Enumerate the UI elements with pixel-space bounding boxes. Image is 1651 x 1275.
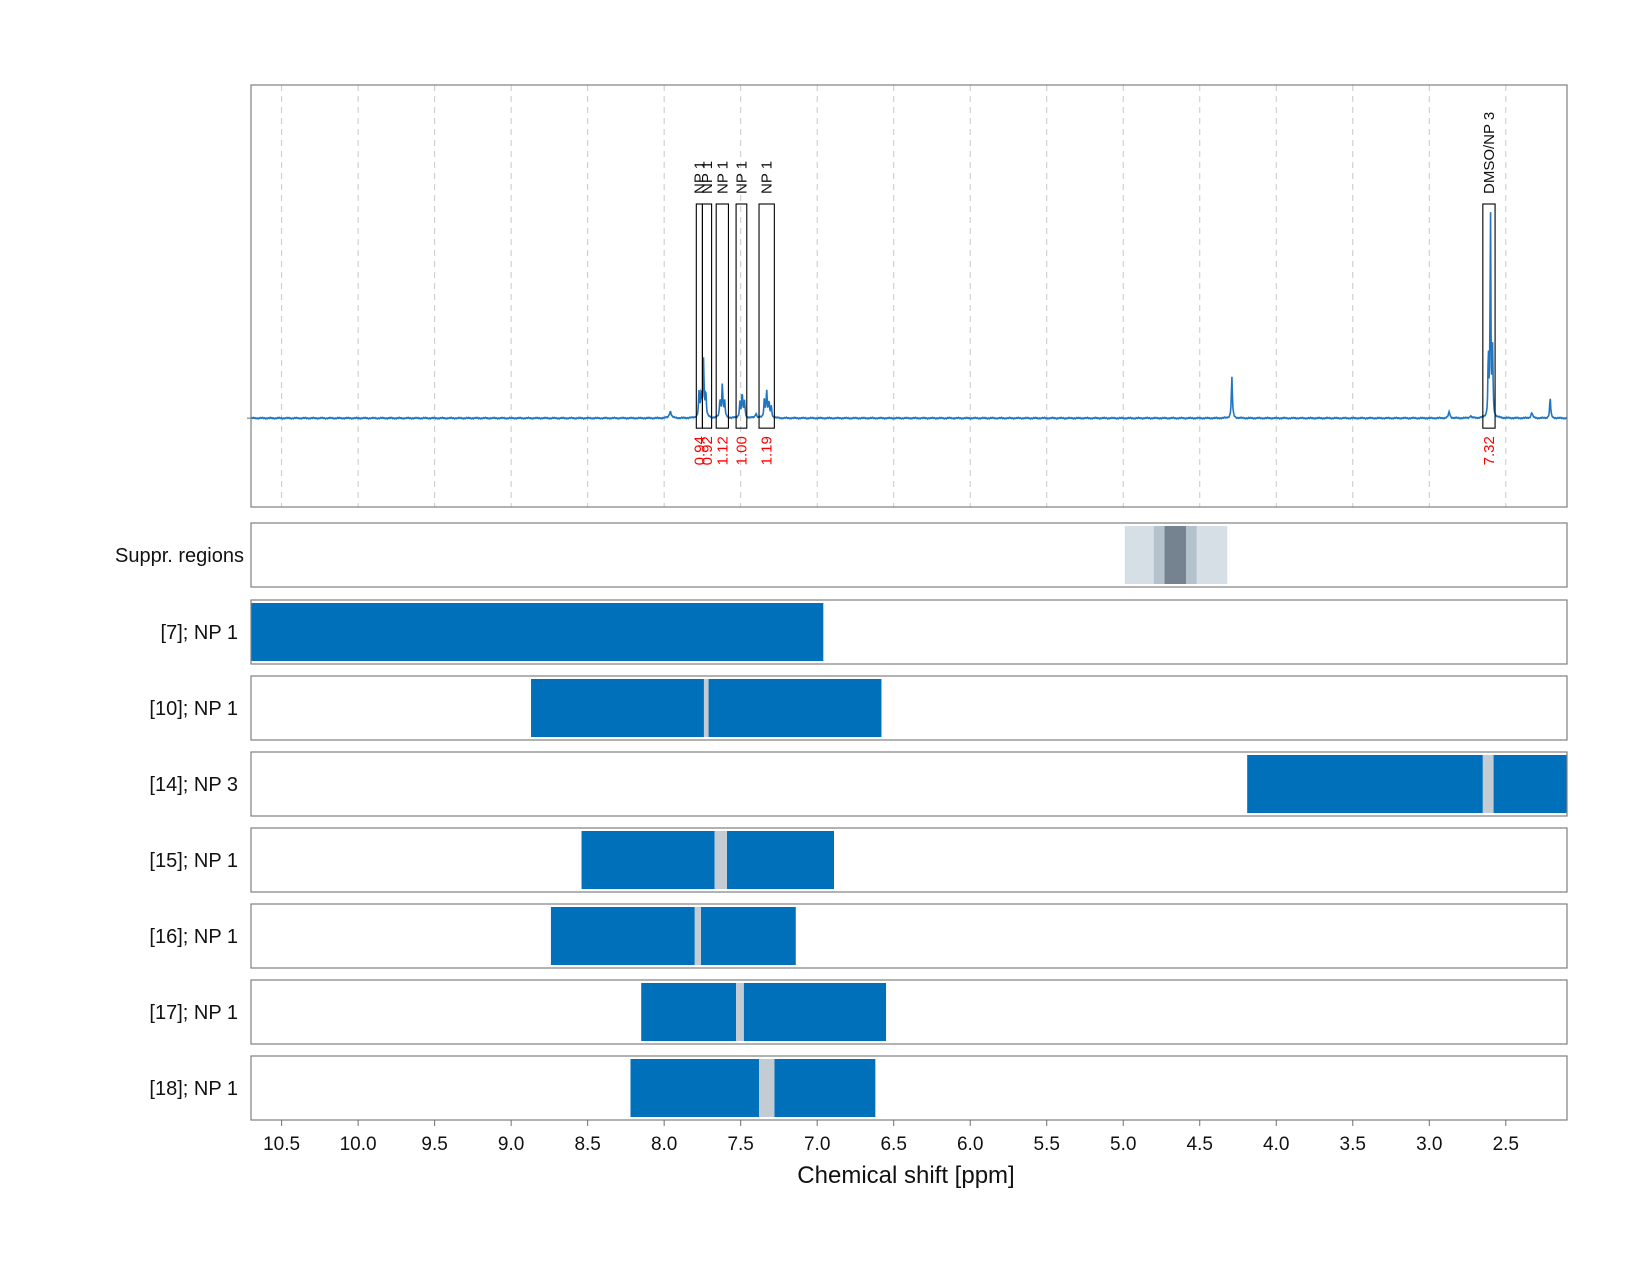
integration-box	[701, 203, 713, 429]
row-label: [16]; NP 1	[149, 926, 238, 948]
suppression-frame	[250, 522, 1568, 588]
peak-label: NP 1	[733, 161, 750, 194]
row-bar	[700, 907, 796, 965]
row-frame	[250, 979, 1568, 1045]
grid-layer	[281, 85, 1507, 507]
x-tick-label: 5.0	[1110, 1134, 1136, 1155]
x-tick-label: 7.0	[804, 1134, 830, 1155]
row-panel: [16]; NP 1	[149, 903, 1568, 969]
integral-value: 1.00	[733, 436, 750, 465]
row-label: [15]; NP 1	[149, 850, 238, 872]
integral-value: 1.19	[759, 436, 776, 465]
x-tick-label: 3.0	[1416, 1134, 1442, 1155]
row-frame	[250, 751, 1568, 817]
row-panel: [14]; NP 3	[149, 751, 1568, 817]
row-bar	[1493, 755, 1567, 813]
peak-annotation: NP 1 1.00	[733, 161, 750, 465]
x-tick-label: 6.0	[957, 1134, 983, 1155]
row-frame	[250, 903, 1568, 969]
x-axis-title: Chemical shift [ppm]	[797, 1162, 1014, 1189]
x-tick-label: 8.0	[651, 1134, 677, 1155]
row-bar	[726, 831, 835, 889]
row-frame	[250, 675, 1568, 741]
row-bar	[581, 831, 715, 889]
x-tick-label: 10.0	[340, 1134, 377, 1155]
peak-annotation: NP 1 1.19	[758, 161, 776, 465]
integration-box	[715, 203, 729, 429]
row-panel: [7]; NP 1	[161, 599, 1568, 665]
peak-label: NP 1	[699, 161, 716, 194]
x-axis: 10.5 10.0 9.5 9.0 8.5 8.0 7.5 7.0 6.5 6.0 5.5 5.0 4.…	[263, 1120, 1519, 1155]
row-gap	[714, 831, 727, 889]
peak-annotation: NP 1 1.12	[714, 161, 731, 465]
spectrum-panel: NP 1 0.94 NP 1 0.92 NP 1 1.12 NP 1 1.00 NP 1 1.19…	[247, 84, 1568, 508]
row-bar	[550, 907, 695, 965]
suppression-label: Suppr. regions	[115, 545, 244, 567]
row-label: [14]; NP 3	[149, 774, 238, 796]
row-label: [18]; NP 1	[149, 1078, 238, 1100]
row-label: [7]; NP 1	[161, 622, 238, 644]
x-tick-label: 2.5	[1493, 1134, 1519, 1155]
peak-label: NP 1	[759, 161, 776, 194]
peak-label: DMSO/NP 3	[1481, 112, 1498, 194]
x-tick-label: 9.0	[498, 1134, 524, 1155]
peak-label: NP 1	[714, 161, 731, 194]
row-gap	[1482, 755, 1494, 813]
integration-box	[758, 203, 775, 429]
peak-annotation: NP 1 0.92	[699, 161, 716, 465]
row-bar	[641, 983, 737, 1041]
x-tick-label: 7.5	[727, 1134, 753, 1155]
peak-annotation: NP 1 0.94	[691, 161, 708, 465]
row-gap	[703, 679, 709, 737]
row-panels: [7]; NP 1 [10]; NP 1 [14]; NP 3 [15]; NP 1 […	[149, 599, 1568, 1121]
spectrum-trace	[250, 212, 1568, 421]
row-bar	[708, 679, 882, 737]
x-tick-label: 9.5	[421, 1134, 447, 1155]
peak-label: NP 1	[691, 161, 708, 194]
row-label: [10]; NP 1	[149, 698, 238, 720]
suppression-panel: Suppr. regions	[115, 522, 1568, 588]
row-frame	[250, 827, 1568, 893]
integral-value: 1.12	[714, 436, 731, 465]
row-frame	[250, 1055, 1568, 1121]
integral-value: 7.32	[1481, 436, 1498, 465]
row-gap	[736, 983, 744, 1041]
row-bar	[531, 679, 704, 737]
row-bar	[1247, 755, 1483, 813]
spectrum-grid	[281, 85, 1507, 507]
integration-box	[1482, 203, 1496, 429]
row-bar	[251, 603, 824, 661]
integral-value: 0.94	[691, 436, 708, 465]
x-tick-label: 5.5	[1034, 1134, 1060, 1155]
integral-value: 0.92	[699, 436, 716, 465]
x-tick-label: 6.5	[880, 1134, 906, 1155]
integration-box	[735, 203, 748, 429]
x-tick-label: 8.5	[574, 1134, 600, 1155]
row-label: [17]; NP 1	[149, 1002, 238, 1024]
row-bar	[774, 1059, 876, 1117]
x-tick-label: 3.5	[1340, 1134, 1366, 1155]
row-bar	[630, 1059, 760, 1117]
peak-annotation: DMSO/NP 3 7.32	[1481, 112, 1498, 466]
row-gap	[759, 1059, 775, 1117]
row-panel: [15]; NP 1	[149, 827, 1568, 893]
row-bar	[743, 983, 887, 1041]
x-tick-label: 10.5	[263, 1134, 300, 1155]
spectrum-frame	[250, 84, 1568, 508]
row-frame	[250, 599, 1568, 665]
row-gap	[694, 907, 701, 965]
x-tick-label: 4.0	[1263, 1134, 1289, 1155]
suppression-region	[1164, 526, 1186, 584]
row-panel: [18]; NP 1	[149, 1055, 1568, 1121]
row-panel: [10]; NP 1	[149, 675, 1568, 741]
x-tick-label: 4.5	[1187, 1134, 1213, 1155]
row-panel: [17]; NP 1	[149, 979, 1568, 1045]
